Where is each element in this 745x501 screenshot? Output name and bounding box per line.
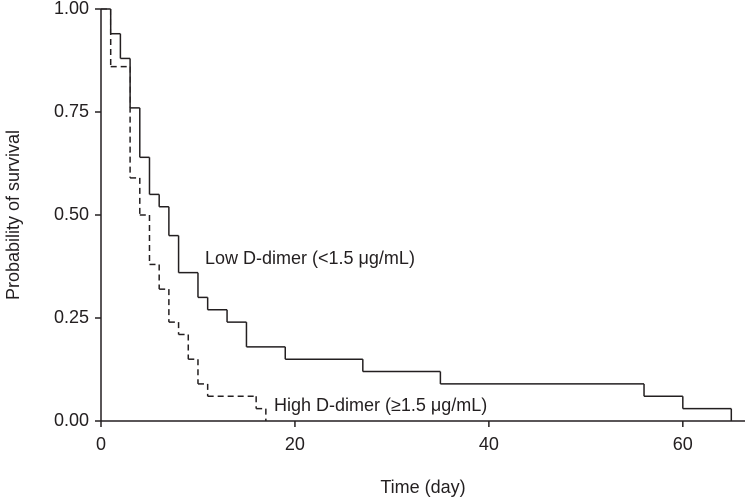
x-tick-label: 20 bbox=[285, 434, 305, 454]
x-tick-label: 40 bbox=[479, 434, 499, 454]
series-label: High D-dimer (≥1.5 μg/mL) bbox=[274, 395, 487, 415]
y-tick-label: 0.00 bbox=[54, 410, 89, 430]
x-axis-title: Time (day) bbox=[380, 477, 465, 497]
x-tick-label: 60 bbox=[673, 434, 693, 454]
y-tick-label: 0.25 bbox=[54, 307, 89, 327]
y-axis-title: Probability of survival bbox=[3, 130, 23, 300]
y-tick-label: 1.00 bbox=[54, 0, 89, 18]
x-tick-label: 0 bbox=[96, 434, 106, 454]
series-label: Low D-dimer (<1.5 μg/mL) bbox=[205, 248, 415, 268]
y-tick-label: 0.50 bbox=[54, 204, 89, 224]
y-tick-label: 0.75 bbox=[54, 101, 89, 121]
